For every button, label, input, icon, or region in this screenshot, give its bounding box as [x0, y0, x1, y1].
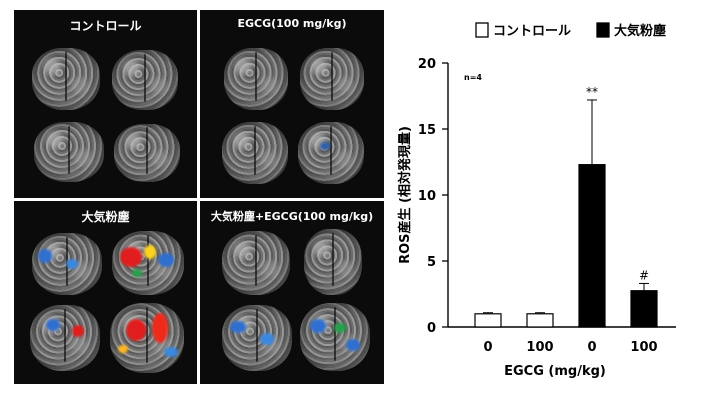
legend-swatch-dust [596, 22, 610, 38]
x-tick-label: 0 [483, 340, 492, 355]
fluorescence-spot [132, 269, 142, 277]
fluorescence-spot [144, 245, 156, 259]
x-ticks: 0 100 0 100 [483, 340, 657, 355]
y-ticks: 0 5 10 15 20 [418, 57, 448, 336]
lung-image [300, 303, 370, 371]
imaging-panels: コントロール EGCG(100 mg/kg) 大気粉塵 大気粉塵+EGCG(10… [14, 10, 384, 384]
fluorescence-spot [46, 319, 60, 331]
x-tick-label: 100 [526, 340, 553, 355]
fluorescence-spot [120, 247, 142, 267]
sample-size-label: n=4 [464, 73, 482, 82]
legend-swatch-control [475, 22, 489, 38]
lung-image [110, 303, 184, 373]
lung-image [304, 229, 362, 295]
lung-image [34, 122, 104, 182]
panel-dust-egcg: 大気粉塵+EGCG(100 mg/kg) [200, 201, 384, 384]
legend: コントロール 大気粉塵 [475, 22, 666, 39]
panel-title-dust: 大気粉塵 [81, 210, 130, 224]
legend-label-dust: 大気粉塵 [614, 23, 666, 39]
fluorescence-spot [158, 253, 174, 267]
bar [630, 290, 658, 328]
panel-egcg: EGCG(100 mg/kg) [200, 10, 384, 198]
lung-image [300, 48, 364, 110]
y-tick-label: 20 [418, 57, 436, 72]
fluorescence-spot [164, 347, 178, 357]
y-tick-label: 5 [427, 255, 436, 270]
legend-label-control: コントロール [493, 24, 571, 39]
lung-image [298, 122, 364, 184]
lung-image [222, 305, 292, 371]
x-tick-label: 0 [587, 340, 596, 355]
bars: ** # [474, 85, 658, 328]
panel-title-control: コントロール [69, 19, 142, 33]
bar [474, 313, 502, 328]
lung-image [114, 124, 180, 182]
fluorescence-spot [118, 345, 128, 353]
panel-control: コントロール [14, 10, 197, 198]
fluorescence-spot [38, 249, 52, 263]
y-tick-label: 15 [418, 123, 436, 138]
bar [526, 313, 554, 328]
fluorescence-spot [334, 323, 346, 333]
lung-image [112, 50, 178, 110]
significance-marker: # [639, 268, 649, 282]
panel-title-egcg: EGCG(100 mg/kg) [237, 17, 347, 30]
lung-image [32, 48, 100, 110]
bar [578, 164, 606, 328]
x-axis-label: EGCG (mg/kg) [504, 364, 606, 379]
lung-image [222, 231, 290, 295]
fluorescence-spot [310, 319, 326, 333]
lung-image [30, 305, 100, 371]
y-tick-label: 10 [418, 189, 436, 204]
panel-title-dust-egcg: 大気粉塵+EGCG(100 mg/kg) [210, 210, 374, 223]
fluorescence-spot [152, 313, 168, 343]
panel-dust: 大気粉塵 [14, 201, 197, 384]
significance-marker: ** [586, 85, 598, 99]
ros-bar-chart: コントロール 大気粉塵 0 5 10 15 20 ** # 0 100 0 100 n=4 EG… [397, 22, 676, 379]
y-tick-label: 0 [427, 321, 436, 336]
fluorescence-spot [320, 142, 330, 150]
fluorescence-spot [230, 321, 246, 333]
fluorescence-spot [66, 259, 78, 269]
y-axis-label: ROS産生 (相対発現量) [397, 126, 413, 264]
fluorescence-spot [346, 339, 360, 351]
lung-image [224, 48, 288, 110]
fluorescence-spot [72, 325, 84, 337]
fluorescence-spot [260, 333, 274, 345]
lung-image [222, 122, 288, 184]
x-tick-label: 100 [630, 340, 657, 355]
fluorescence-spot [126, 319, 146, 341]
